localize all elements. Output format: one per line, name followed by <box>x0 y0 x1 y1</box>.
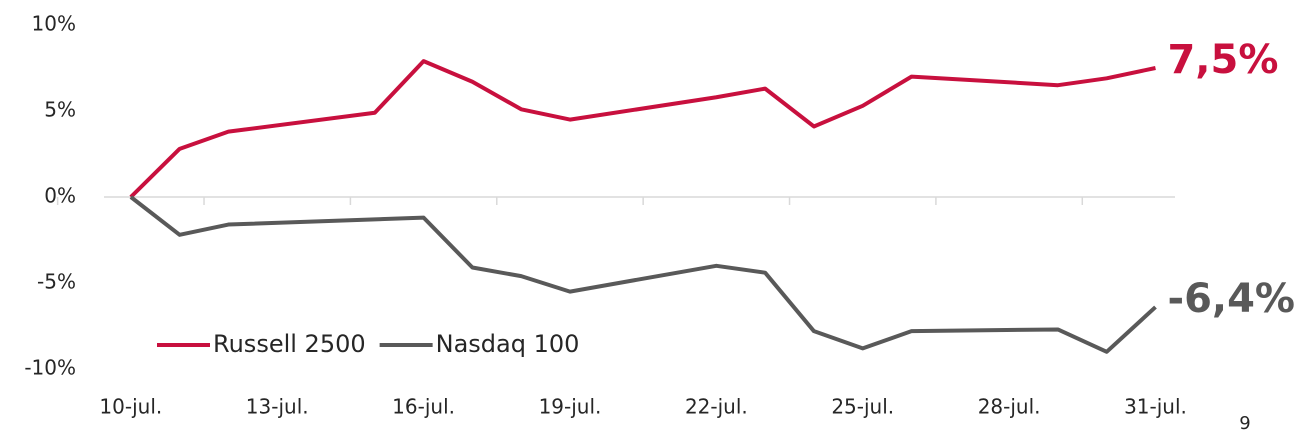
page-number: 9 <box>1239 413 1250 433</box>
value-label: 7,5% <box>1167 37 1278 83</box>
x-tick-label: 16-jul. <box>392 395 455 419</box>
legend-label: Nasdaq 100 <box>436 330 580 358</box>
legend-label: Russell 2500 <box>213 330 366 358</box>
x-tick-label: 10-jul. <box>99 395 162 419</box>
x-tick-label: 13-jul. <box>246 395 309 419</box>
x-tick-label: 31-jul. <box>1124 395 1187 419</box>
y-tick-label: -5% <box>37 270 76 294</box>
x-tick-label: 28-jul. <box>978 395 1041 419</box>
value-label: -6,4% <box>1167 276 1294 322</box>
x-tick-label: 25-jul. <box>831 395 894 419</box>
y-tick-label: -10% <box>24 356 76 380</box>
y-tick-label: 5% <box>44 98 76 122</box>
y-tick-label: 0% <box>44 184 76 208</box>
x-tick-label: 22-jul. <box>685 395 748 419</box>
series-line <box>129 59 1156 199</box>
x-tick-label: 19-jul. <box>539 395 602 419</box>
series-line <box>129 195 1157 354</box>
y-tick-label: 10% <box>32 12 76 36</box>
